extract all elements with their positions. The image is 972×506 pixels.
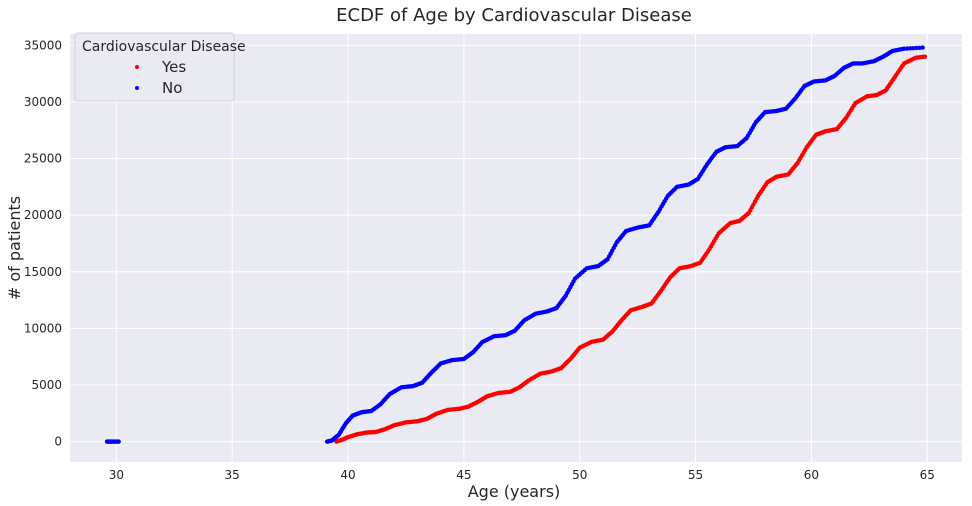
legend-marker-no <box>135 86 139 90</box>
data-points <box>104 45 928 444</box>
data-point <box>920 45 925 50</box>
y-tick-label: 25000 <box>24 152 62 166</box>
y-tick-label: 10000 <box>24 321 62 335</box>
data-point <box>922 54 928 59</box>
series-yes <box>334 54 928 444</box>
legend: Cardiovascular Disease Yes No <box>74 32 246 102</box>
y-tick-label: 15000 <box>24 265 62 279</box>
y-tick-label: 20000 <box>24 208 62 222</box>
y-tick-label: 35000 <box>24 38 62 52</box>
y-tick-label: 0 <box>54 435 62 449</box>
y-tick-label: 30000 <box>24 95 62 109</box>
data-point <box>116 439 121 444</box>
x-tick-label: 40 <box>340 468 355 482</box>
x-tick-label: 35 <box>225 468 240 482</box>
x-tick-label: 65 <box>920 468 935 482</box>
series-no <box>104 45 925 444</box>
y-tick-label: 5000 <box>31 378 62 392</box>
legend-label-no: No <box>162 79 182 97</box>
legend-marker-yes <box>135 65 139 69</box>
x-tick-label: 55 <box>688 468 703 482</box>
chart-title: ECDF of Age by Cardiovascular Disease <box>336 5 692 26</box>
x-tick-label: 45 <box>456 468 471 482</box>
legend-title: Cardiovascular Disease <box>82 39 246 55</box>
legend-box <box>74 32 235 102</box>
x-tick-label: 60 <box>804 468 819 482</box>
y-tick-labels: 0 5000 10000 15000 20000 25000 30000 35000 <box>24 38 62 448</box>
legend-label-yes: Yes <box>161 58 186 76</box>
x-tick-labels: 30 35 40 45 50 55 60 65 <box>109 468 935 482</box>
x-axis-label: Age (years) <box>468 482 561 501</box>
y-axis-label: # of patients <box>5 196 24 300</box>
x-tick-label: 30 <box>109 468 124 482</box>
x-tick-label: 50 <box>572 468 587 482</box>
